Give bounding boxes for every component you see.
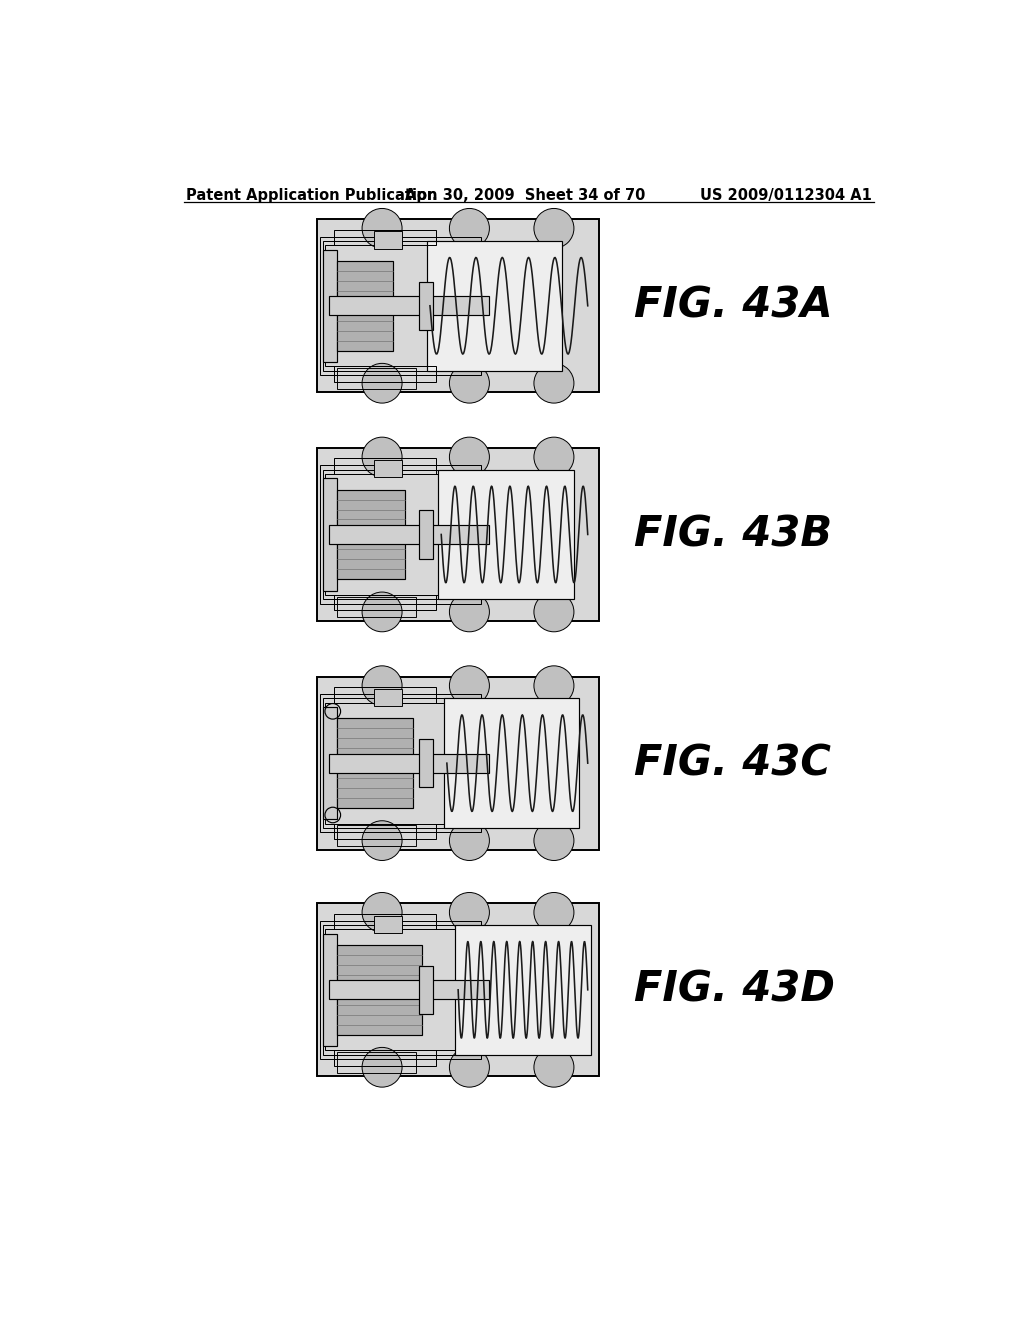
Bar (456, 925, 591, 1055)
Bar (329, 754, 489, 772)
Text: US 2009/0112304 A1: US 2009/0112304 A1 (700, 187, 872, 203)
Bar (419, 739, 433, 787)
Bar (334, 688, 435, 702)
Bar (334, 913, 435, 929)
FancyBboxPatch shape (317, 219, 599, 392)
Bar (337, 368, 416, 388)
Bar (334, 595, 435, 610)
Circle shape (534, 665, 573, 706)
Bar (326, 474, 475, 595)
Bar (337, 490, 404, 579)
Circle shape (362, 209, 402, 248)
Bar (334, 1051, 435, 1065)
Circle shape (362, 363, 402, 403)
Circle shape (362, 593, 402, 632)
Circle shape (534, 821, 573, 861)
Bar (323, 242, 478, 371)
Bar (374, 916, 401, 933)
Bar (323, 470, 478, 599)
Text: FIG. 43B: FIG. 43B (634, 513, 833, 556)
Bar (326, 702, 475, 824)
Circle shape (362, 665, 402, 706)
Bar (334, 458, 435, 474)
Bar (329, 296, 489, 315)
Circle shape (362, 821, 402, 861)
Bar (321, 921, 480, 1059)
Bar (444, 698, 580, 828)
Bar (323, 249, 337, 362)
Bar (374, 689, 401, 706)
Bar (329, 525, 489, 544)
Bar (323, 478, 337, 590)
Bar (323, 708, 337, 820)
Bar (334, 824, 435, 840)
Circle shape (534, 437, 573, 477)
Circle shape (450, 892, 489, 932)
FancyBboxPatch shape (317, 677, 599, 850)
FancyBboxPatch shape (317, 903, 599, 1076)
Bar (337, 825, 416, 846)
Bar (337, 945, 422, 1035)
Bar (321, 466, 480, 603)
Bar (337, 261, 393, 351)
Circle shape (450, 363, 489, 403)
Bar (326, 246, 475, 366)
Text: Apr. 30, 2009  Sheet 34 of 70: Apr. 30, 2009 Sheet 34 of 70 (404, 187, 645, 203)
Circle shape (534, 209, 573, 248)
Bar (323, 698, 478, 828)
Bar (438, 470, 573, 599)
Bar (419, 511, 433, 558)
Circle shape (450, 209, 489, 248)
Bar (419, 966, 433, 1014)
Bar (334, 366, 435, 381)
Circle shape (534, 892, 573, 932)
Bar (321, 694, 480, 833)
Bar (374, 231, 401, 248)
Bar (337, 1052, 416, 1073)
Circle shape (450, 437, 489, 477)
Bar (334, 230, 435, 246)
Bar (323, 925, 478, 1055)
Bar (427, 242, 562, 371)
Circle shape (362, 892, 402, 932)
Bar (374, 461, 401, 478)
FancyBboxPatch shape (317, 447, 599, 620)
Bar (326, 929, 475, 1051)
Bar (419, 281, 433, 330)
Circle shape (362, 437, 402, 477)
Circle shape (450, 821, 489, 861)
Text: FIG. 43C: FIG. 43C (634, 742, 831, 784)
Bar (323, 933, 337, 1045)
Circle shape (534, 1047, 573, 1088)
Bar (321, 236, 480, 375)
Circle shape (362, 1047, 402, 1088)
Bar (329, 981, 489, 999)
Bar (337, 597, 416, 618)
Circle shape (450, 665, 489, 706)
Text: FIG. 43D: FIG. 43D (634, 969, 836, 1011)
Circle shape (534, 593, 573, 632)
Text: Patent Application Publication: Patent Application Publication (186, 187, 437, 203)
Circle shape (450, 593, 489, 632)
Circle shape (450, 1047, 489, 1088)
Text: FIG. 43A: FIG. 43A (634, 285, 833, 327)
Bar (337, 718, 413, 808)
Circle shape (534, 363, 573, 403)
